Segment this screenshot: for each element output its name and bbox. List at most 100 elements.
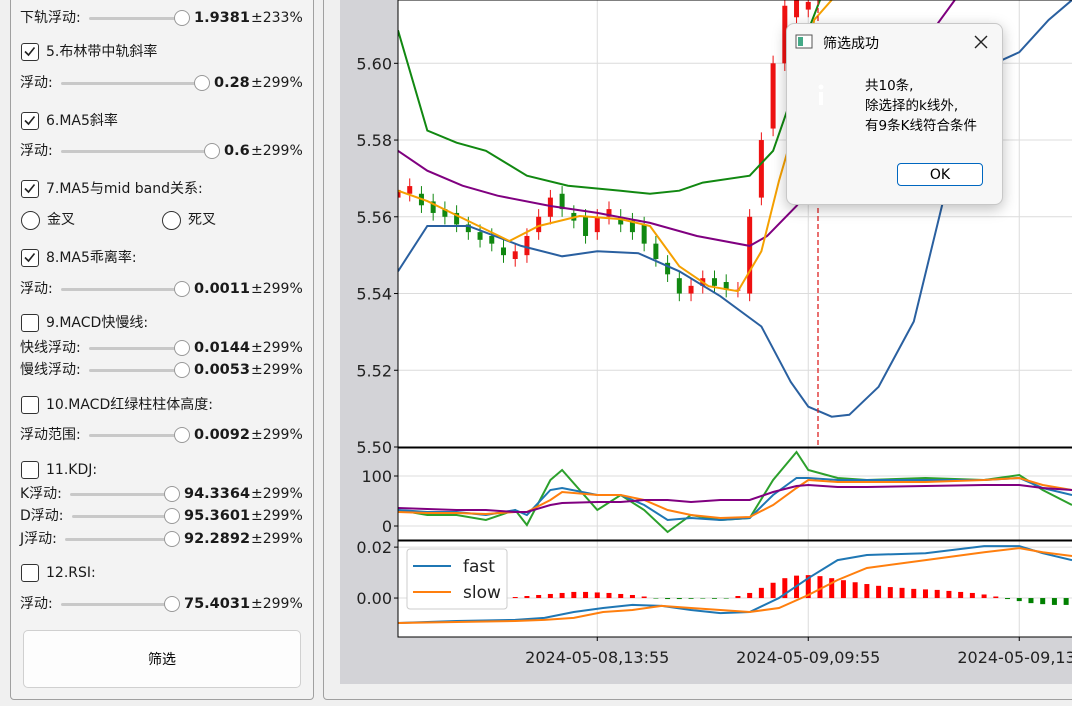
series-line [398,476,1072,522]
plot-border [397,447,1072,541]
histogram-bar [981,594,987,599]
y-tick-label: 5.52 [356,361,392,380]
radio-button[interactable] [21,211,40,230]
y-tick-label: 5.58 [356,131,392,150]
range-label: ±299% [251,362,303,378]
candle-body [559,193,565,210]
slider-handle[interactable] [194,75,210,91]
y-tick-label: 5.54 [356,285,392,304]
range-label: ±299% [251,508,303,524]
y-tick-label: 5.60 [356,54,392,73]
histogram-bar [911,588,917,599]
slider-handle[interactable] [164,486,180,502]
candle-body [665,262,671,275]
checkbox[interactable] [21,564,39,582]
slider-track [61,603,176,606]
candle-body [711,278,717,286]
candle-body [536,216,542,233]
histogram-bar [1040,598,1046,605]
slider-label: 浮动: [20,75,53,91]
range-label: ±299% [251,143,303,159]
slider-handle[interactable] [174,362,190,378]
candle-body [794,0,800,18]
checkbox[interactable] [21,180,39,198]
check-mark [24,116,36,126]
candle-body [782,5,788,64]
filter-button[interactable]: 筛选 [23,630,301,688]
checkbox-label: 5.布林带中轨斜率 [46,44,158,60]
slider-handle[interactable] [164,508,180,524]
slider-track [72,515,176,518]
dialog-message: 共10条, 除选择的k线外, 有9条K线符合条件 [865,76,977,136]
histogram-bar [876,585,882,599]
slider-handle[interactable] [174,427,190,443]
slider-handle[interactable] [174,10,190,26]
legend-label: slow [463,583,501,603]
check-mark [24,47,36,57]
checkbox[interactable] [21,112,39,130]
slider-handle[interactable] [174,281,190,297]
dialog-icons [795,34,988,49]
histogram-bar [571,591,577,599]
slider-track [89,347,186,350]
candle-body [805,1,811,10]
slider-handle[interactable] [164,531,180,547]
checkbox-label: 9.MACD快慢线: [46,315,149,331]
slider-track [65,538,176,541]
range-label: ±299% [251,486,303,502]
slider-track [70,493,176,496]
histogram-bar [676,598,682,600]
slider-label: 浮动: [20,281,53,297]
histogram-bar [852,582,858,599]
histogram-bar [688,598,694,599]
slider-label: J浮动: [20,531,57,547]
radio-button[interactable] [162,211,181,230]
histogram-bar [512,597,518,599]
candle-body [641,224,647,244]
histogram-bar [723,598,729,599]
ok-button[interactable]: OK [897,163,983,186]
checkbox[interactable] [21,43,39,61]
slider-handle[interactable] [164,596,180,612]
histogram-bar [782,578,788,599]
histogram-bar [758,587,764,599]
histogram-bar [665,598,671,600]
checkbox[interactable] [21,396,39,414]
histogram-bar [536,594,542,599]
histogram-bar [829,578,835,599]
plot-area [398,448,1072,540]
histogram-bar [899,587,905,599]
range-label: ±299% [251,75,303,91]
x-tick-label: 2024-05-09,13: [957,648,1072,667]
slider-handle[interactable] [174,340,190,356]
candle-body [407,186,413,194]
x-tick-label: 2024-05-08,13:55 [525,648,669,667]
candle-body [606,209,612,217]
slider-handle[interactable] [204,143,220,159]
radio-label: 金叉 [47,212,75,228]
histogram-bar [934,589,940,599]
checkbox[interactable] [21,249,39,267]
checkbox-label: 8.MA5乖离率: [46,250,137,266]
slider-value: 0.0092 [194,427,250,443]
message-line: 共10条, [865,78,914,94]
candle-body [489,235,495,244]
candle-body [500,247,506,256]
histogram-bar [641,596,647,599]
chart-frame [323,0,1072,700]
histogram-bar [547,593,553,599]
histogram-bar [559,592,565,599]
histogram-bar [618,593,624,599]
histogram-bar [969,592,975,599]
histogram-bar [747,592,753,599]
histogram-bar [629,594,635,599]
checkbox[interactable] [21,461,39,479]
y-tick-label: 0.02 [356,538,392,557]
checkbox[interactable] [21,314,39,332]
close-button[interactable] [974,35,988,49]
slider-label: D浮动: [20,508,64,524]
plot-content [398,448,1072,540]
candle-body [465,224,471,233]
slider-label: 浮动范围: [20,427,81,443]
slider-track [61,150,216,153]
